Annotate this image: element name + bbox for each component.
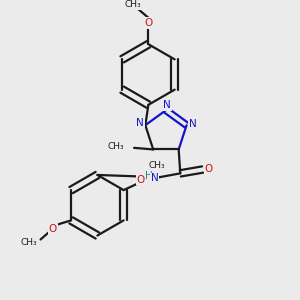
Text: O: O: [144, 18, 152, 28]
Text: N: N: [163, 100, 171, 110]
Text: CH₃: CH₃: [148, 161, 165, 170]
Text: CH₃: CH₃: [108, 142, 124, 152]
Text: H: H: [146, 171, 153, 181]
Text: N: N: [151, 173, 159, 184]
Text: O: O: [205, 164, 213, 174]
Text: CH₃: CH₃: [125, 1, 141, 10]
Text: N: N: [189, 119, 197, 129]
Text: O: O: [136, 175, 145, 184]
Text: N: N: [136, 118, 144, 128]
Text: O: O: [49, 224, 57, 234]
Text: CH₃: CH₃: [20, 238, 37, 247]
